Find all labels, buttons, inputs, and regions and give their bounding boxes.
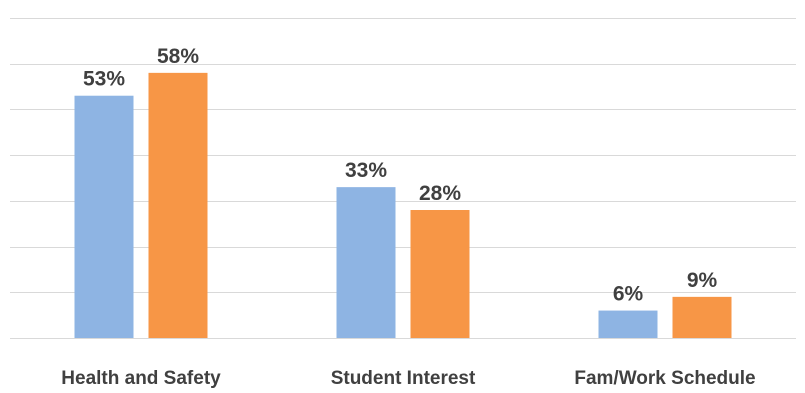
gridlines	[10, 18, 796, 339]
data-label: 6%	[613, 283, 644, 306]
data-label: 53%	[83, 68, 125, 91]
x-tick-label: Student Interest	[331, 368, 476, 389]
bar	[74, 95, 134, 338]
bar	[336, 187, 396, 338]
bar	[410, 210, 470, 338]
bar	[598, 310, 658, 338]
bars	[74, 72, 732, 338]
data-labels: 53% 58% 33% 28% 6% 9%	[83, 45, 718, 306]
x-axis-ticks: Health and Safety Student Interest Fam/Wor…	[61, 368, 755, 389]
x-tick-label: Health and Safety	[61, 368, 221, 389]
bar	[148, 72, 208, 338]
data-label: 58%	[157, 45, 199, 68]
data-label: 33%	[345, 159, 387, 182]
data-label: 28%	[419, 182, 461, 205]
data-label: 9%	[687, 269, 718, 292]
x-tick-label: Fam/Work Schedule	[574, 368, 755, 389]
bar	[672, 296, 732, 338]
